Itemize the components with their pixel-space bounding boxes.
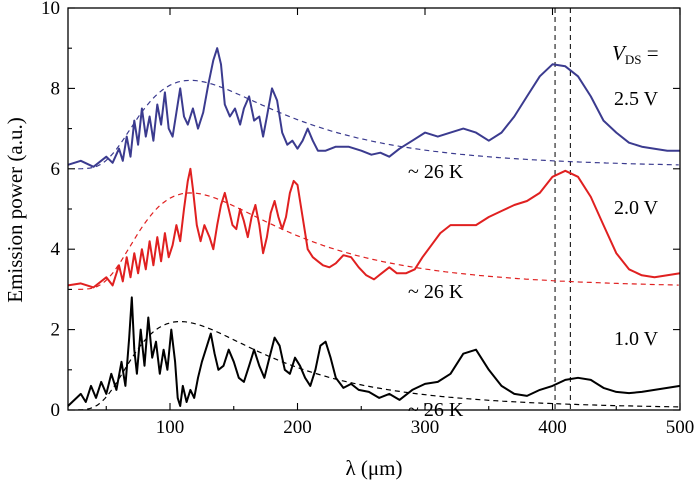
legend-title-suffix: = [641, 41, 658, 65]
series-label-2-0v: 2.0 V [614, 197, 659, 219]
y-tick-label-8: 8 [51, 78, 61, 99]
y-tick-label-2: 2 [51, 320, 61, 341]
fit-label-1-0v: ~ 26 K [408, 399, 464, 421]
y-axis-title: Emission power (a.u.) [3, 117, 27, 302]
legend-title-main: V [612, 41, 627, 65]
fit-curve-1 [78, 192, 679, 290]
series-line-2 [67, 296, 681, 407]
fit-label-2-5v: ~ 26 K [408, 161, 464, 183]
series-line-1 [67, 167, 681, 289]
x-axis: 100 200 300 400 500 [105, 8, 695, 438]
fit-curve-2 [78, 321, 679, 411]
series-label-1-0v: 1.0 V [614, 328, 659, 350]
series-lines [67, 47, 681, 407]
x-axis-title: λ (μm) [345, 456, 402, 480]
y-axis: 0 2 4 6 8 10 [41, 0, 680, 421]
y-tick-label-0: 0 [51, 400, 61, 421]
y-tick-label-4: 4 [51, 239, 61, 260]
x-tick-label-300: 300 [411, 417, 440, 438]
x-tick-label-100: 100 [156, 417, 185, 438]
fit-curves [78, 79, 679, 411]
x-tick-label-400: 400 [538, 417, 567, 438]
x-tick-label-500: 500 [666, 417, 695, 438]
fit-label-2-0v: ~ 26 K [408, 281, 464, 303]
legend-title-sub: DS [625, 52, 642, 67]
y-tick-label-10: 10 [41, 0, 60, 19]
reference-lines [554, 8, 571, 410]
series-line-0 [67, 47, 680, 168]
y-tick-label-6: 6 [51, 159, 61, 180]
fit-curve-0 [78, 79, 679, 170]
plot-frame [67, 7, 681, 411]
x-tick-label-200: 200 [283, 417, 312, 438]
series-label-2-5v: 2.5 V [614, 88, 659, 110]
legend-title: VDS = [612, 41, 659, 67]
